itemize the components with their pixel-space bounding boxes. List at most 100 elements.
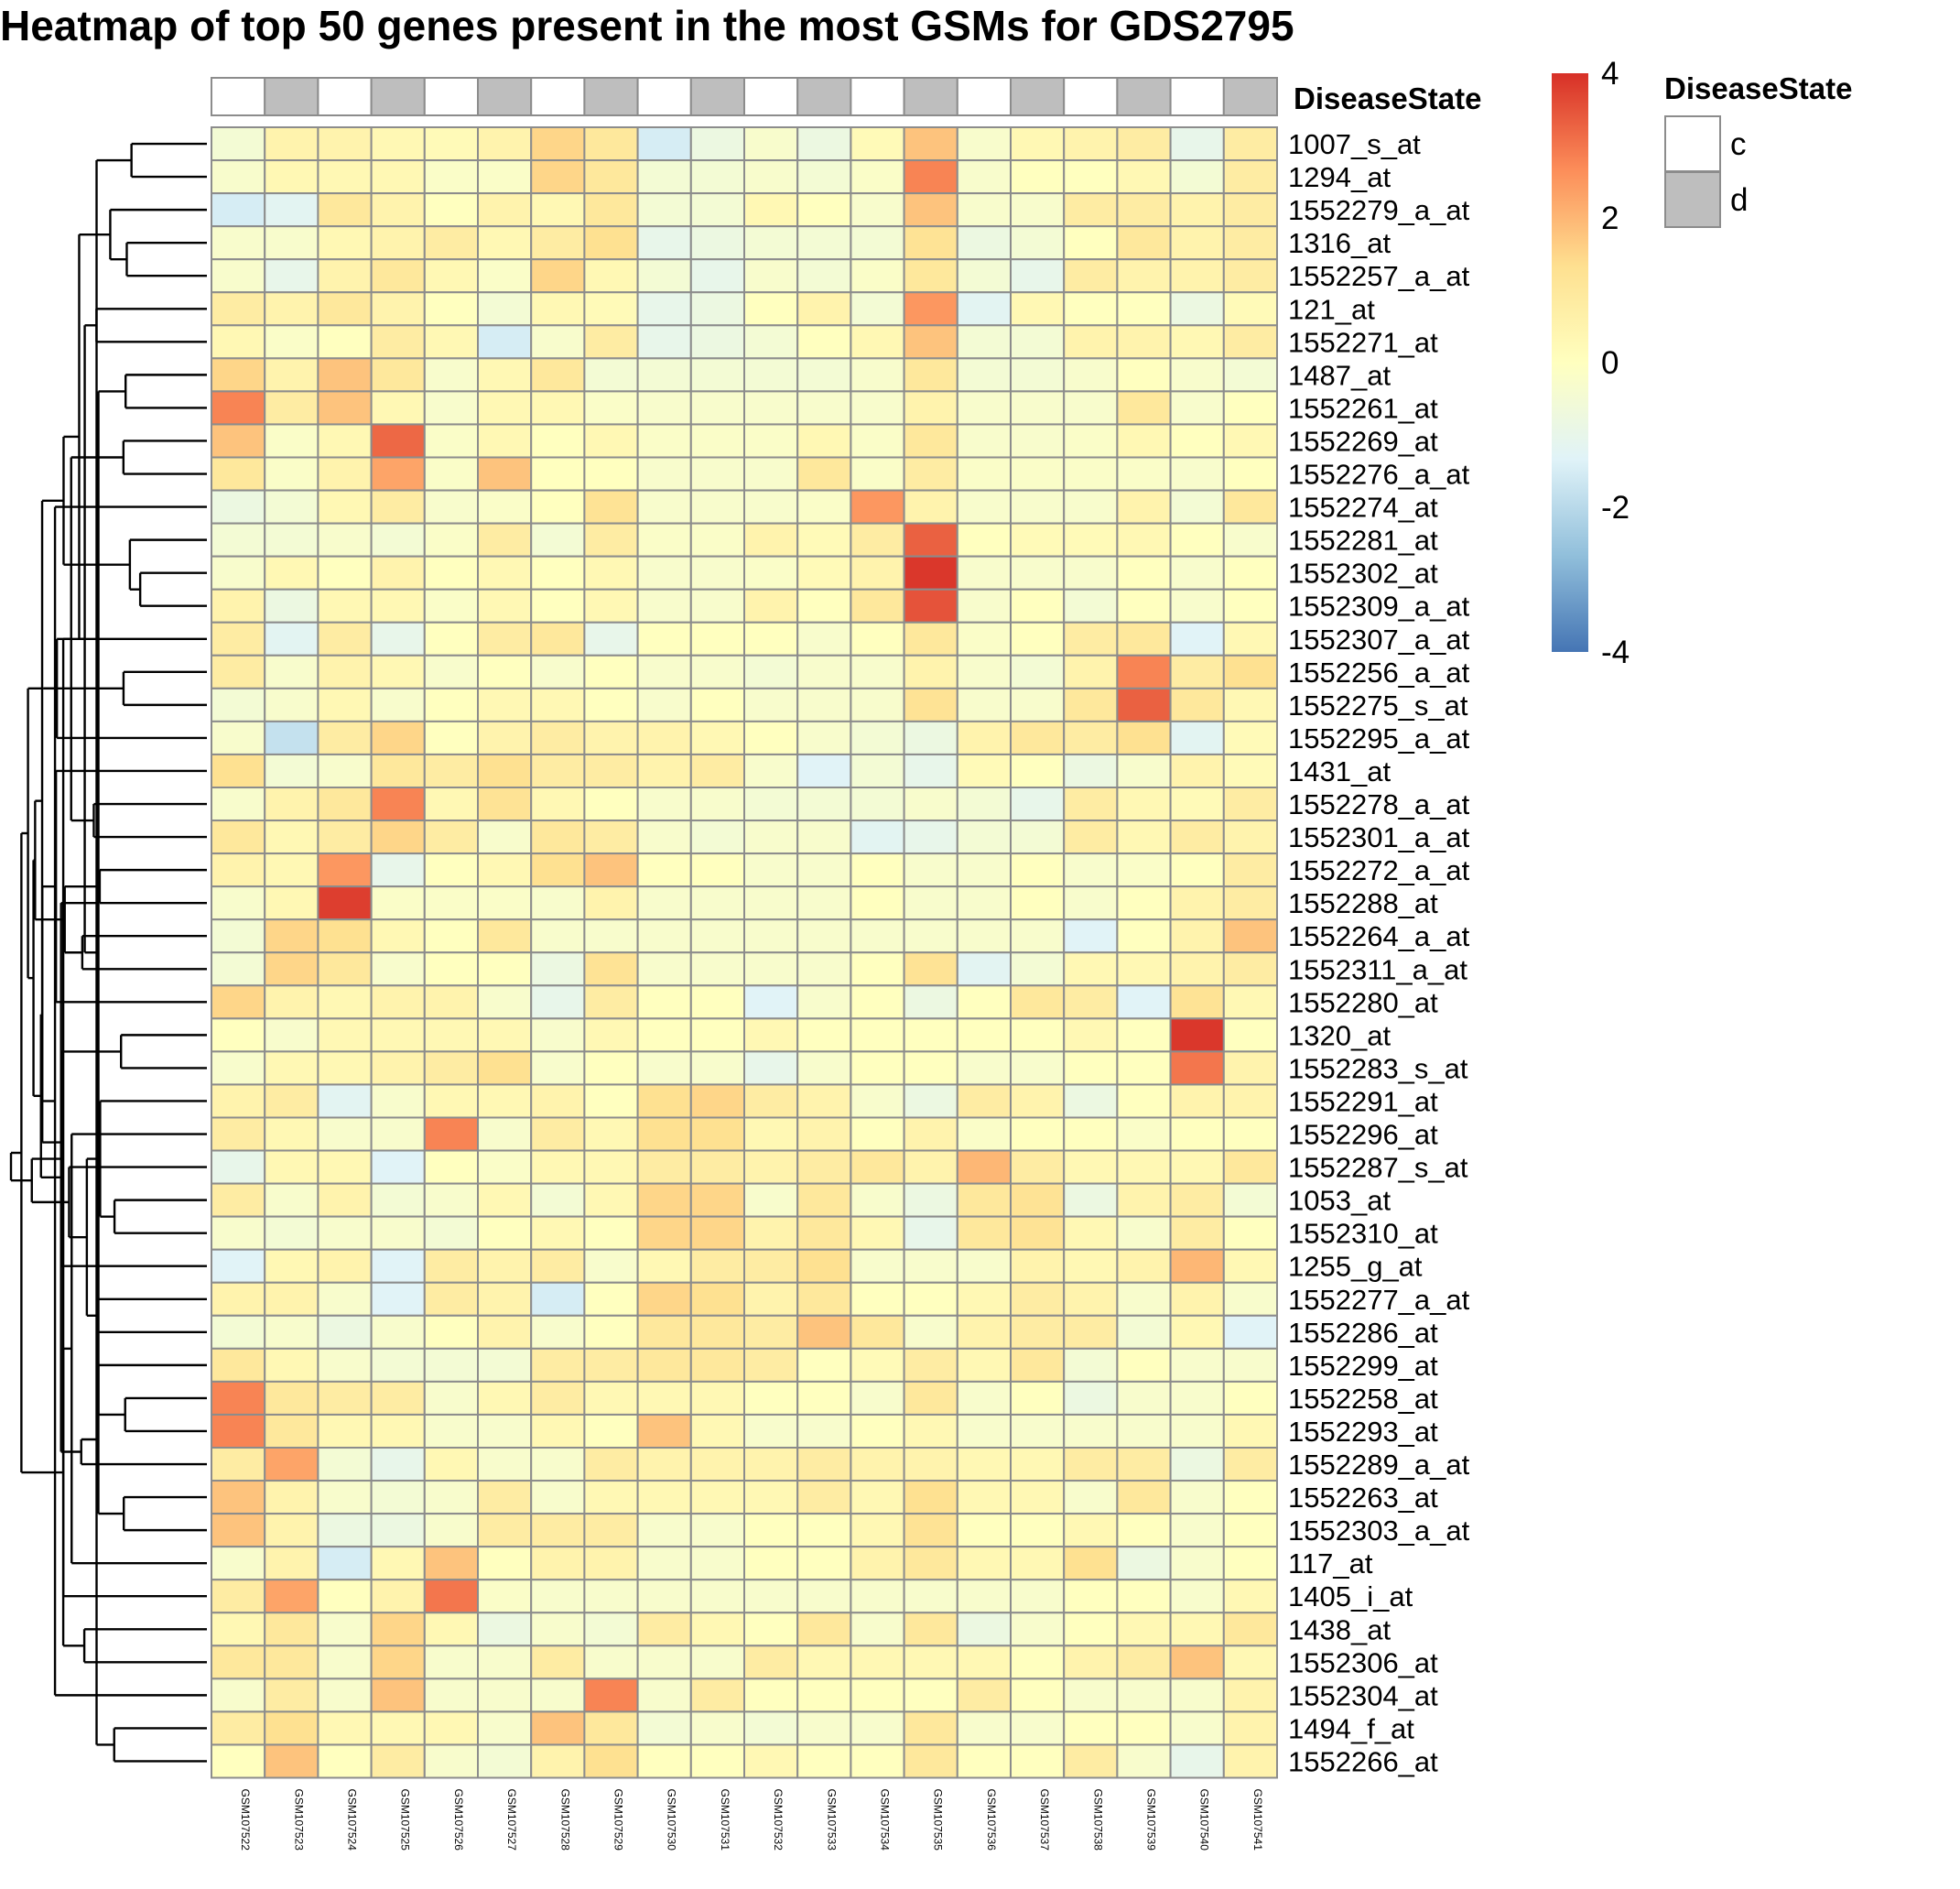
row-label: 1405_i_at <box>1288 1580 1413 1612</box>
heatmap-cell <box>477 1645 533 1680</box>
heatmap-cell <box>317 390 373 426</box>
heatmap-cell <box>211 522 266 558</box>
heatmap-cell <box>743 1612 799 1647</box>
heatmap-cell <box>211 1743 266 1779</box>
heatmap-cell <box>796 423 852 459</box>
heatmap-cell <box>689 1149 745 1185</box>
column-label: GSM107535 <box>932 1789 945 1851</box>
heatmap-cell <box>530 1710 586 1746</box>
heatmap-cell <box>264 588 319 624</box>
heatmap-cell <box>477 1248 533 1284</box>
heatmap-cell <box>1010 1546 1066 1581</box>
heatmap-cell <box>796 918 852 954</box>
color-scale-tick: -4 <box>1601 635 1630 670</box>
row-label: 1552304_at <box>1288 1679 1438 1711</box>
heatmap-cell <box>530 456 586 492</box>
heatmap-cell <box>317 588 373 624</box>
heatmap-cell <box>903 621 958 657</box>
heatmap-cell <box>1222 291 1279 327</box>
heatmap-cell <box>1116 1248 1172 1284</box>
heatmap-cell <box>1010 1116 1066 1152</box>
heatmap-cell <box>743 324 799 360</box>
heatmap-cell <box>530 1447 586 1482</box>
heatmap-cell <box>850 1182 905 1218</box>
heatmap-cell <box>743 852 799 888</box>
heatmap-cell <box>850 588 905 624</box>
heatmap-cell <box>477 1513 533 1548</box>
heatmap-cell <box>689 1314 745 1350</box>
heatmap-cell <box>317 1546 373 1581</box>
heatmap-cell <box>477 1380 533 1416</box>
heatmap-cell <box>689 324 745 360</box>
heatmap-cell <box>743 489 799 525</box>
heatmap-cell <box>264 192 319 228</box>
heatmap-cell <box>1063 159 1119 195</box>
heatmap-cell <box>1169 1513 1225 1548</box>
heatmap-cell <box>583 1281 639 1317</box>
heatmap-cell <box>317 1215 373 1251</box>
heatmap-cell <box>689 687 745 722</box>
heatmap-cell <box>583 159 639 195</box>
heatmap-cell <box>636 225 692 261</box>
heatmap-cell <box>743 522 799 558</box>
heatmap-cell <box>1063 1447 1119 1482</box>
heatmap-cell <box>477 456 533 492</box>
heatmap-cell <box>1169 126 1225 162</box>
column-label: GSM107531 <box>719 1789 731 1851</box>
heatmap-cell <box>689 1579 745 1614</box>
heatmap-cell <box>956 951 1012 987</box>
heatmap-cell <box>956 423 1012 459</box>
heatmap-cell <box>636 1480 692 1515</box>
heatmap-cell <box>264 1513 319 1548</box>
heatmap-cell <box>477 1447 533 1482</box>
heatmap-cell <box>1010 1281 1066 1317</box>
heatmap-cell <box>1010 1447 1066 1482</box>
heatmap-cell <box>1063 1281 1119 1317</box>
heatmap-cell <box>956 1447 1012 1482</box>
heatmap-cell <box>1063 1710 1119 1746</box>
heatmap-cell <box>903 588 958 624</box>
heatmap-cell <box>850 852 905 888</box>
heatmap-cell <box>1222 1579 1279 1614</box>
heatmap-cell <box>743 225 799 261</box>
heatmap-cell <box>583 1612 639 1647</box>
heatmap-cell <box>1063 522 1119 558</box>
heatmap-cell <box>1063 753 1119 789</box>
heatmap-cell <box>1222 1743 1279 1779</box>
heatmap-cell <box>264 1314 319 1350</box>
row-label: 1552278_a_at <box>1288 788 1470 820</box>
heatmap-cell <box>1063 852 1119 888</box>
heatmap-cell <box>264 522 319 558</box>
heatmap-cell <box>850 1314 905 1350</box>
heatmap-cell <box>317 885 373 921</box>
heatmap-cell <box>956 126 1012 162</box>
heatmap-cell <box>796 1017 852 1053</box>
heatmap-cell <box>423 1215 479 1251</box>
heatmap-cell <box>1169 984 1225 1020</box>
heatmap-cell <box>1169 1215 1225 1251</box>
heatmap-cell <box>1116 1579 1172 1614</box>
heatmap-cell <box>1169 1710 1225 1746</box>
heatmap-cell <box>636 555 692 591</box>
heatmap-cell <box>796 522 852 558</box>
heatmap-cell <box>689 159 745 195</box>
heatmap-cell <box>211 984 266 1020</box>
heatmap-cell <box>530 1579 586 1614</box>
heatmap-cell <box>1063 621 1119 657</box>
heatmap-cell <box>370 1480 426 1515</box>
heatmap-cell <box>530 192 586 228</box>
column-label: GSM107537 <box>1038 1789 1051 1851</box>
heatmap-cell <box>1169 258 1225 294</box>
heatmap-cell <box>1010 1248 1066 1284</box>
heatmap-cell <box>743 258 799 294</box>
heatmap-cell <box>850 1579 905 1614</box>
heatmap-cell <box>956 225 1012 261</box>
heatmap-cell <box>689 1347 745 1383</box>
heatmap-cell <box>1010 852 1066 888</box>
heatmap-cell <box>903 522 958 558</box>
heatmap-cell <box>477 258 533 294</box>
heatmap-cell <box>583 1480 639 1515</box>
color-scale-tick: 4 <box>1601 56 1619 92</box>
heatmap-cell <box>530 1413 586 1449</box>
heatmap-cell <box>796 1413 852 1449</box>
